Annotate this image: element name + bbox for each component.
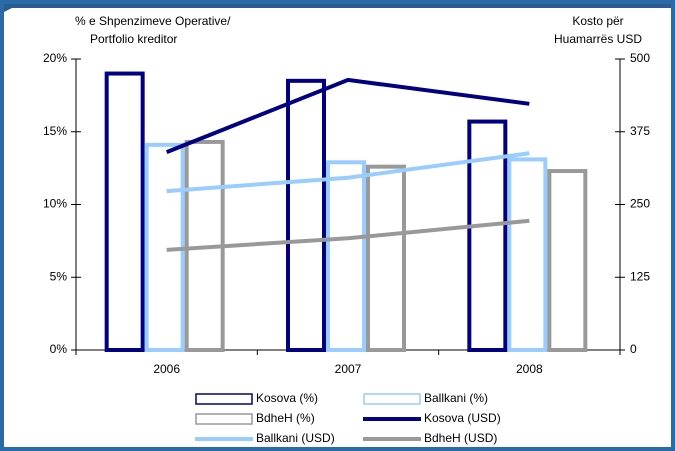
bar xyxy=(104,71,145,353)
y-tick-label: 0% xyxy=(50,342,68,356)
y2-tick-label: 0 xyxy=(630,342,637,356)
x-tick-label: 2008 xyxy=(516,362,543,376)
y2-tick-label: 375 xyxy=(630,124,650,138)
legend-label: BdheH (USD) xyxy=(424,431,497,445)
bar xyxy=(286,78,326,352)
line xyxy=(166,151,530,194)
legend-swatch xyxy=(195,413,253,425)
y2-tick-label: 250 xyxy=(630,197,650,211)
y2-tick-label: 125 xyxy=(630,269,650,283)
line xyxy=(165,77,530,154)
x-tick-label: 2006 xyxy=(153,362,180,376)
y-tick-label: 10% xyxy=(43,197,67,211)
legend-label: Ballkani (%) xyxy=(424,391,488,405)
legend-label: Kosova (%) xyxy=(256,391,318,405)
bar xyxy=(507,157,548,352)
legend-label: Kosova (USD) xyxy=(424,411,501,425)
x-tick-label: 2007 xyxy=(335,362,362,376)
legend-label: BdheH (%) xyxy=(256,411,315,425)
y-axis-title: % e Shpenzimeve Operative/ xyxy=(75,14,231,28)
legend-swatch xyxy=(195,393,253,405)
y-tick-label: 5% xyxy=(50,269,68,283)
y2-axis-title: Kosto për xyxy=(572,14,623,28)
legend-swatch xyxy=(363,393,421,405)
line xyxy=(166,218,530,252)
y-tick-label: 20% xyxy=(43,51,67,65)
y2-axis-title: Huamarrës USD xyxy=(554,32,642,46)
legend-label: Ballkani (USD) xyxy=(256,431,335,445)
y2-tick-label: 500 xyxy=(630,51,650,65)
bar xyxy=(326,160,366,352)
bar xyxy=(366,164,406,352)
bar xyxy=(547,169,588,352)
y-tick-label: 15% xyxy=(43,124,67,138)
bar xyxy=(467,119,508,352)
y-axis-title: Portfolio kreditor xyxy=(90,32,177,46)
